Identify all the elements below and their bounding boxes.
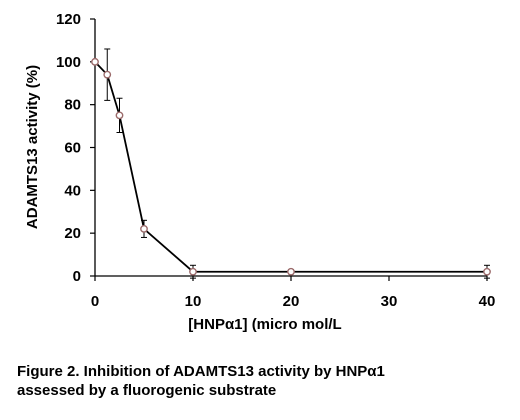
x-tick-label: 30: [381, 293, 398, 310]
data-point: [91, 57, 99, 66]
y-tick-label: 60: [64, 140, 81, 157]
y-tick-label: 20: [64, 225, 81, 242]
data-point: [140, 224, 148, 233]
figure-caption: Figure 2. Inhibition of ADAMTS13 activit…: [17, 362, 507, 400]
data-series: [91, 57, 491, 276]
data-point: [189, 267, 197, 276]
data-point: [287, 267, 295, 276]
x-tick-label: 0: [91, 293, 99, 310]
y-tick-label: 80: [64, 97, 81, 114]
y-axis-label: ADAMTS13 activity (%): [24, 65, 41, 229]
x-tick-label: 40: [479, 293, 496, 310]
x-tick-label: 10: [185, 293, 202, 310]
x-axis-ticks: 0 10 20 30 40: [91, 276, 496, 310]
y-tick-label: 120: [56, 11, 81, 28]
caption-line-1: Figure 2. Inhibition of ADAMTS13 activit…: [17, 363, 385, 380]
y-tick-label: 0: [73, 268, 81, 285]
line-chart: 0 20 40 60 80 100 120 0 10 20 30 40 ADAMTS13 activ…: [24, 11, 496, 333]
series-line: [94, 61, 487, 273]
y-tick-label: 100: [56, 54, 81, 71]
data-point: [115, 111, 124, 120]
data-point: [483, 267, 491, 276]
y-tick-label: 40: [64, 182, 81, 199]
x-tick-label: 20: [283, 293, 300, 310]
caption-line-2: assessed by a fluorogenic substrate: [17, 382, 277, 399]
x-axis-label: [HNPα1] (micro mol/L: [188, 316, 341, 333]
y-axis-ticks: 0 20 40 60 80 100 120: [56, 11, 95, 285]
data-point: [103, 70, 112, 79]
